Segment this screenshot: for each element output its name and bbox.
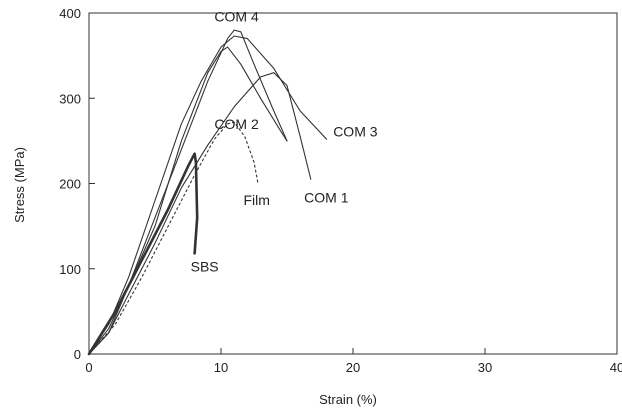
series-annotation: COM 2 (214, 116, 259, 132)
y-tick-label: 400 (59, 6, 81, 21)
y-tick-label: 300 (59, 91, 81, 106)
x-tick-label: 30 (478, 360, 492, 375)
y-tick-label: 0 (74, 347, 81, 362)
series-annotation: SBS (191, 258, 219, 274)
series-line-com-3 (88, 35, 328, 355)
series-line-com-1 (88, 72, 312, 355)
series-line-sbs (87, 152, 199, 356)
x-tick-label: 40 (610, 360, 622, 375)
y-axis-label: Stress (MPa) (12, 147, 27, 223)
y-tick-label: 100 (59, 262, 81, 277)
x-tick-label: 20 (346, 360, 360, 375)
x-axis-label: Strain (%) (319, 392, 377, 407)
y-tick-label: 200 (59, 177, 81, 192)
series-annotation: COM 1 (304, 189, 349, 205)
series-annotation: COM 3 (333, 124, 378, 140)
series-annotation: COM 4 (214, 9, 259, 25)
x-tick-label: 10 (214, 360, 228, 375)
x-tick-label: 0 (85, 360, 92, 375)
series-line-film (88, 121, 259, 355)
series-annotation: Film (243, 192, 269, 208)
